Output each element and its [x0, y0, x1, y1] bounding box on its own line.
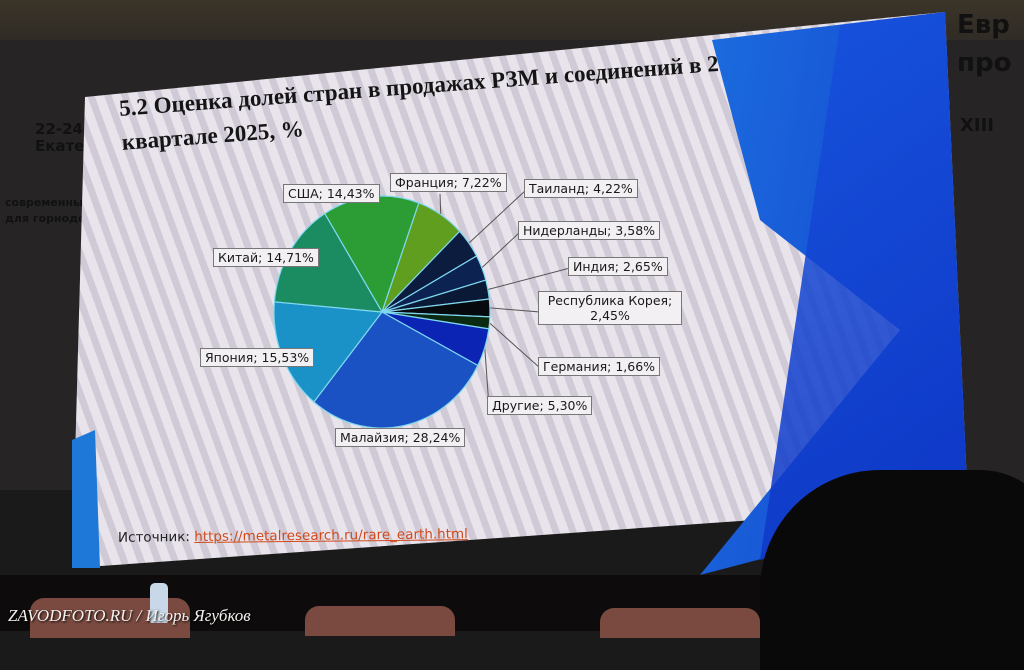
sofa: [305, 606, 455, 636]
pie-slice-8: [313, 311, 479, 429]
signage-text-1: современны: [5, 196, 83, 209]
data-label-0: США; 14,43%: [283, 184, 380, 203]
signage-city: Екате: [35, 137, 85, 155]
data-label-7: Другие; 5,30%: [487, 396, 593, 415]
signage-text-2: для горнодо: [5, 212, 86, 225]
water-bottle: [150, 583, 168, 623]
leader-line-2: [468, 189, 527, 244]
signage-date: 22-24: [35, 120, 83, 138]
data-label-3: Нидерланды; 3,58%: [518, 221, 661, 240]
leader-line-4: [487, 267, 571, 290]
data-label-8: Малайзия; 28,24%: [335, 428, 466, 447]
data-label-1: Франция; 7,22%: [390, 173, 507, 192]
slide-blue-corner: [72, 430, 100, 568]
signage-right-3: XIII: [960, 115, 994, 136]
leader-line-1: [439, 193, 442, 215]
audience-head-silhouette: [760, 470, 1024, 670]
leader-line-6: [489, 322, 541, 369]
data-label-9: Япония; 15,53%: [200, 348, 315, 367]
data-label-4: Индия; 2,65%: [568, 257, 668, 276]
data-label-10: Китай; 14,71%: [213, 248, 319, 267]
watermark: ZAVODFOTO.RU / Игорь Ягубков: [8, 606, 251, 625]
signage-right-2: про: [957, 48, 1012, 78]
signage-right-1: Евр: [957, 10, 1010, 40]
leader-line-3: [481, 231, 521, 269]
source-link[interactable]: https://metalresearch.ru/rare_earth.html: [194, 526, 468, 546]
sofa: [600, 608, 760, 638]
data-label-2: Таиланд; 4,22%: [524, 179, 638, 198]
leader-line-5: [489, 307, 541, 313]
data-label-6: Германия; 1,66%: [538, 357, 661, 376]
data-label-5: Республика Корея; 2,45%: [538, 291, 682, 325]
source-label: Источник:: [117, 529, 191, 546]
